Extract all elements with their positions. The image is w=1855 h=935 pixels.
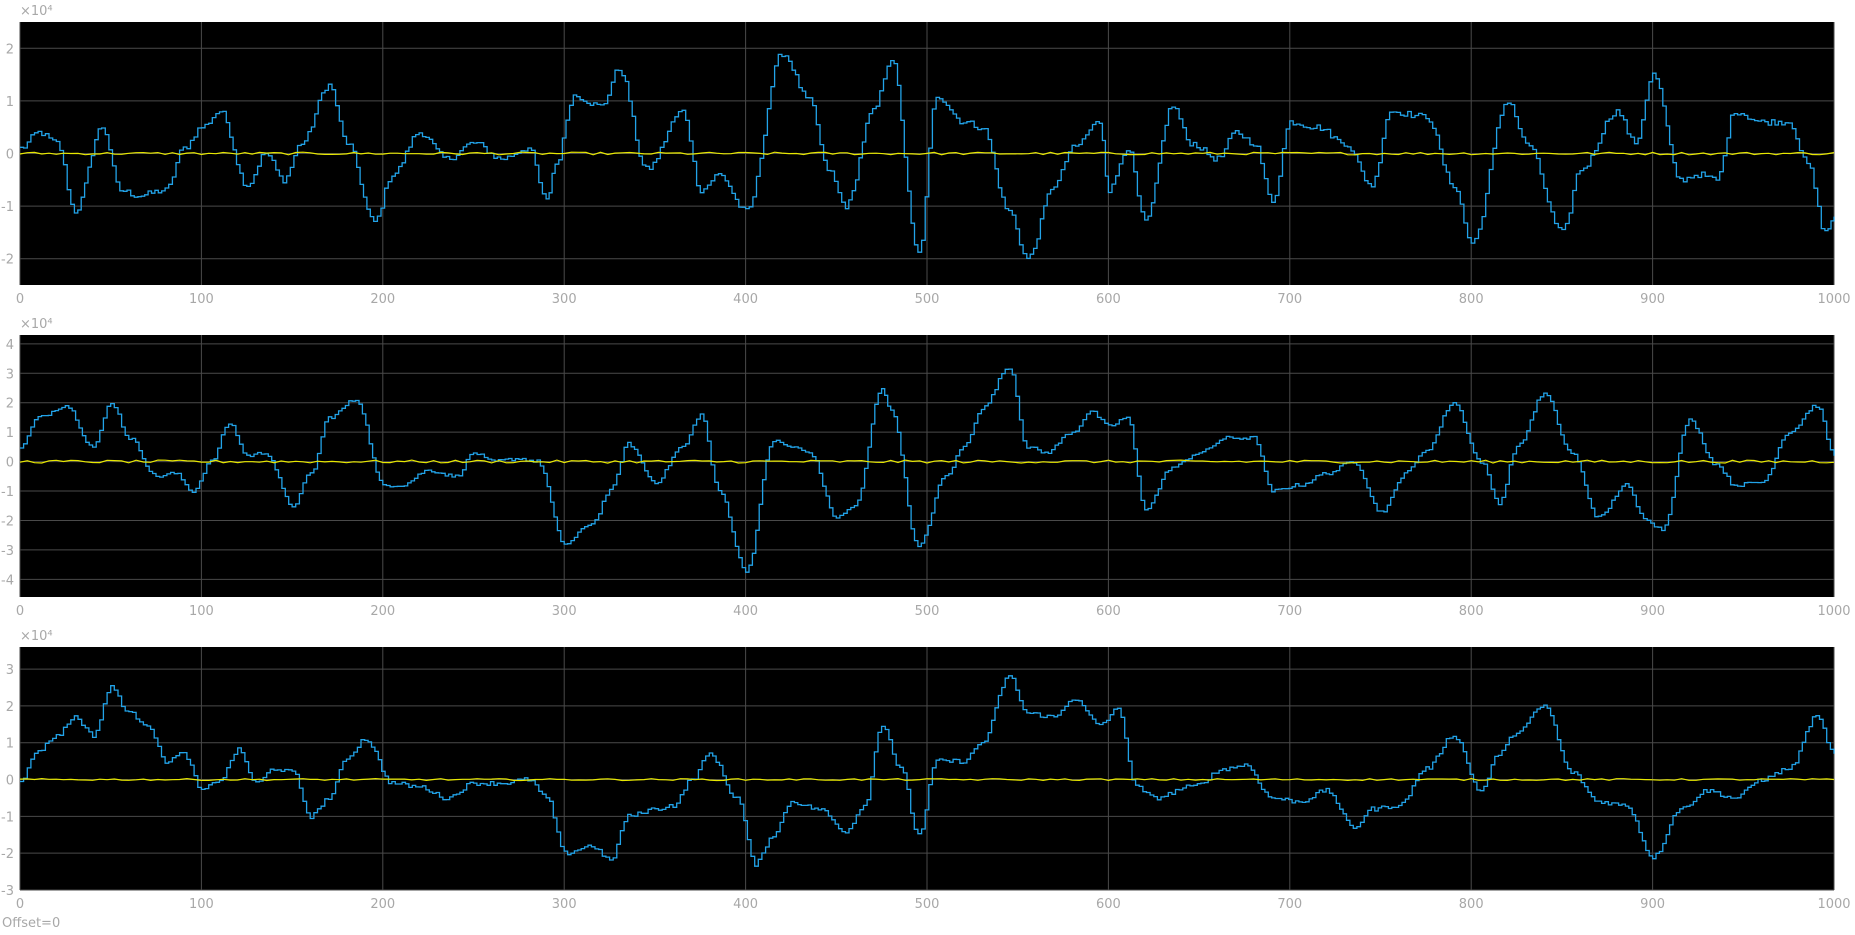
y-tick-label: 1	[6, 95, 14, 110]
y-tick-label: 2	[6, 397, 14, 412]
x-tick-label: 300	[552, 897, 577, 912]
y-exponent-label: ×10⁴	[20, 4, 53, 19]
x-tick-label: 400	[733, 604, 758, 619]
x-tick-label: 700	[1277, 897, 1302, 912]
plot-panel-2: 0 100 200 300 400 500 600 700 800 900 1000 -4 -3 -2 -1…	[1, 317, 1851, 619]
x-tick-label: 0	[16, 604, 24, 619]
x-tick-label: 800	[1459, 604, 1484, 619]
x-tick-label: 500	[915, 604, 940, 619]
x-tick-label: 400	[733, 897, 758, 912]
x-tick-label: 100	[189, 292, 214, 307]
y-tick-label: -1	[1, 200, 14, 215]
y-tick-label: -2	[1, 514, 14, 529]
y-tick-label: -3	[1, 544, 14, 559]
y-tick-label: 2	[6, 42, 14, 57]
offset-label: Offset=0	[2, 917, 60, 930]
x-tick-label: 100	[189, 604, 214, 619]
x-tick-label: 1000	[1817, 292, 1850, 307]
x-tick-label: 800	[1459, 292, 1484, 307]
x-tick-label: 1000	[1817, 897, 1850, 912]
x-tick-label: 600	[1096, 292, 1121, 307]
x-tick-label: 200	[370, 897, 395, 912]
x-tick-label: 300	[552, 292, 577, 307]
y-tick-label: -3	[1, 884, 14, 899]
x-tick-label: 200	[370, 604, 395, 619]
y-tick-label: 0	[6, 456, 14, 471]
y-tick-label: 4	[6, 338, 14, 353]
y-tick-label: -1	[1, 485, 14, 500]
x-tick-label: 700	[1277, 292, 1302, 307]
y-tick-label: -4	[1, 573, 14, 588]
y-tick-label: -2	[1, 253, 14, 268]
x-tick-label: 1000	[1817, 604, 1850, 619]
y-tick-label: -1	[1, 810, 14, 825]
y-tick-label: 1	[6, 737, 14, 752]
y-tick-label: -2	[1, 847, 14, 862]
x-tick-label: 700	[1277, 604, 1302, 619]
y-tick-label: 3	[6, 663, 14, 678]
x-tick-label: 900	[1640, 897, 1665, 912]
y-tick-label: 3	[6, 367, 14, 382]
x-tick-label: 500	[915, 897, 940, 912]
x-tick-label: 400	[733, 292, 758, 307]
x-tick-label: 800	[1459, 897, 1484, 912]
y-tick-label: 2	[6, 700, 14, 715]
plot-panel-1: 0 100 200 300 400 500 600 700 800 900 1000 -2 -1 0 1 2 ×…	[1, 4, 1851, 307]
y-tick-label: 1	[6, 426, 14, 441]
x-tick-label: 600	[1096, 604, 1121, 619]
x-tick-label: 900	[1640, 292, 1665, 307]
x-tick-label: 300	[552, 604, 577, 619]
x-tick-label: 200	[370, 292, 395, 307]
y-tick-label: 0	[6, 774, 14, 789]
y-tick-label: 0	[6, 148, 14, 163]
x-tick-label: 600	[1096, 897, 1121, 912]
x-tick-label: 0	[16, 897, 24, 912]
plot-panel-3: 0 100 200 300 400 500 600 700 800 900 1000 -3 -2 -1 0 1…	[1, 629, 1851, 912]
x-tick-label: 900	[1640, 604, 1665, 619]
x-tick-label: 0	[16, 292, 24, 307]
x-tick-label: 100	[189, 897, 214, 912]
x-tick-label: 500	[915, 292, 940, 307]
y-exponent-label: ×10⁴	[20, 629, 53, 644]
y-exponent-label: ×10⁴	[20, 317, 53, 332]
